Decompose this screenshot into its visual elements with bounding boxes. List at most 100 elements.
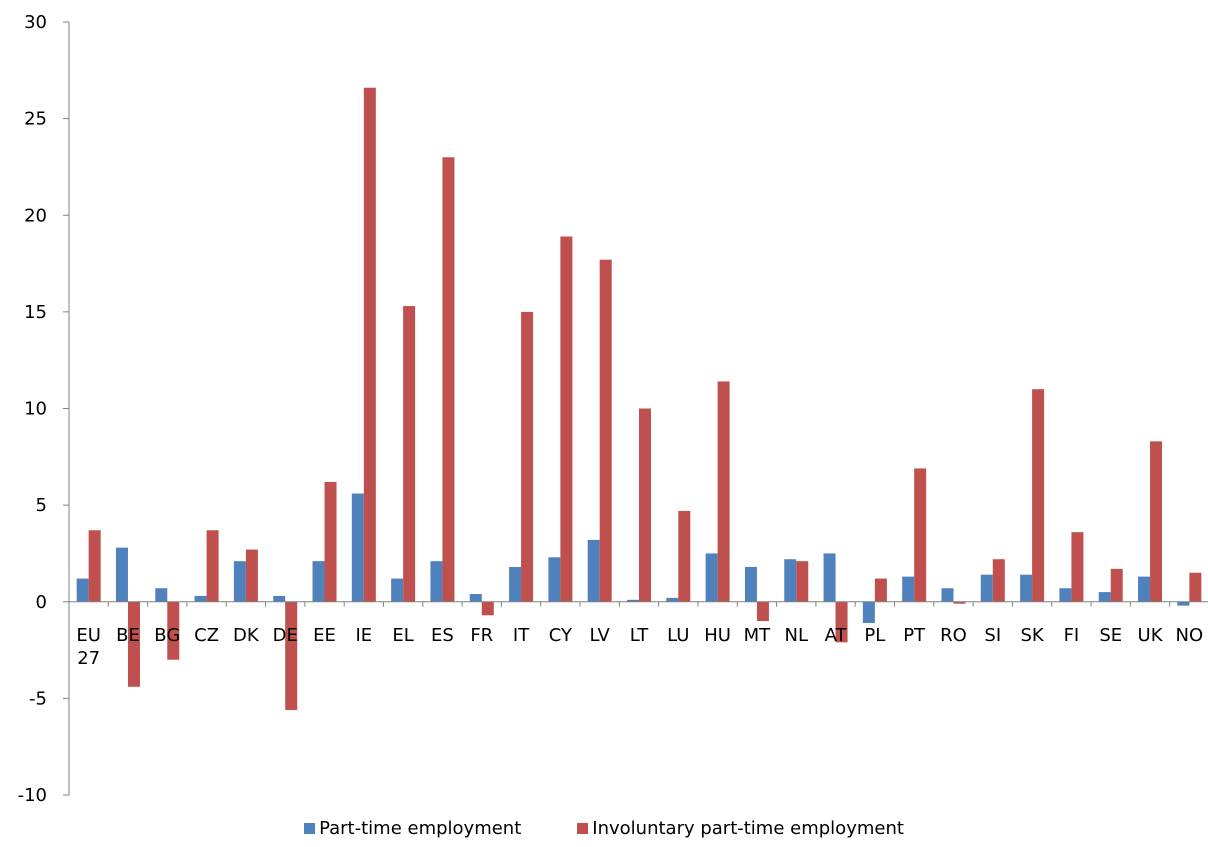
- bar-part-time: [744, 566, 757, 602]
- y-tick-label: 0: [36, 592, 47, 613]
- x-tick-label: PL: [864, 625, 885, 646]
- bar-part-time: [430, 561, 443, 602]
- bars: [76, 87, 1202, 710]
- bar-part-time: [902, 576, 915, 602]
- bar-part-time: [351, 493, 364, 602]
- x-tick-label: AT: [825, 625, 848, 646]
- x-tick-label: BE: [116, 625, 140, 646]
- bar-involuntary: [717, 381, 730, 602]
- bar-part-time: [233, 561, 246, 602]
- bar-involuntary: [1110, 568, 1123, 602]
- x-tick-label: NL: [784, 625, 808, 646]
- bar-involuntary: [521, 311, 534, 602]
- legend-swatch-part-time: [304, 823, 316, 834]
- y-axis: -10 -5 0 5 10 15 20 25 30: [18, 12, 70, 806]
- bar-involuntary: [167, 601, 180, 660]
- bar-involuntary: [88, 530, 101, 602]
- bar-part-time: [666, 597, 679, 602]
- bar-part-time: [1138, 576, 1151, 602]
- bar-part-time: [705, 553, 718, 602]
- bar-involuntary: [403, 306, 416, 602]
- bar-involuntary: [874, 578, 887, 602]
- y-tick-label: 10: [24, 399, 47, 420]
- x-tick-label: IT: [513, 625, 530, 646]
- y-tick-label: 5: [36, 495, 47, 516]
- bar-involuntary: [678, 510, 691, 602]
- x-tick-label: IE: [355, 625, 372, 646]
- bar-involuntary: [835, 601, 848, 643]
- bar-involuntary: [756, 601, 769, 622]
- legend-item-part-time: Part-time employment: [304, 818, 521, 839]
- bar-involuntary: [1150, 441, 1163, 602]
- bar-part-time: [155, 588, 168, 602]
- bar-involuntary: [1189, 572, 1202, 602]
- bar-part-time: [941, 588, 954, 602]
- x-tick-label: EE: [313, 625, 336, 646]
- bar-involuntary: [363, 87, 376, 602]
- y-tick-label: 30: [24, 12, 47, 33]
- bar-part-time: [823, 553, 836, 602]
- x-tick-label: SE: [1099, 625, 1122, 646]
- bar-part-time: [1177, 601, 1190, 606]
- y-tick-label: -10: [18, 785, 47, 806]
- x-tick-label: RO: [940, 625, 967, 646]
- bar-involuntary: [1032, 389, 1045, 602]
- bar-involuntary: [796, 561, 809, 602]
- bar-part-time: [273, 595, 286, 602]
- bar-involuntary: [599, 259, 612, 602]
- x-tick-label: UK: [1138, 625, 1164, 646]
- y-tick-label: 25: [24, 109, 47, 130]
- bar-part-time: [1098, 592, 1111, 602]
- x-tick-label: PT: [903, 625, 926, 646]
- x-tick-label: NO: [1176, 625, 1204, 646]
- bar-part-time: [1020, 574, 1033, 602]
- bar-involuntary: [481, 601, 494, 616]
- x-tick-label: HU: [704, 625, 731, 646]
- x-tick-label: LU: [667, 625, 689, 646]
- bar-part-time: [627, 599, 639, 602]
- bar-part-time: [548, 557, 561, 602]
- x-tick-label: LT: [630, 625, 650, 646]
- x-tick-label: DE: [273, 625, 298, 646]
- x-tick-label: SK: [1020, 625, 1044, 646]
- bar-involuntary: [639, 408, 651, 602]
- bar-involuntary: [324, 481, 337, 602]
- bar-involuntary: [560, 236, 573, 602]
- x-axis: EU 27 BE BG CZ DK DE EE IE EL ES FR IT CY LV LT LU HU MT NL…: [68, 601, 1208, 669]
- bar-part-time: [784, 559, 797, 602]
- bar-involuntary: [127, 601, 140, 687]
- x-tick-label: BG: [154, 625, 180, 646]
- bar-involuntary: [245, 549, 258, 602]
- bar-chart: -10 -5 0 5 10 15 20 25 30 EU 27 BE BG CZ DK DE EE IE EL ES…: [18, 12, 1208, 806]
- x-tick-label: LV: [590, 625, 611, 646]
- legend-swatch-involuntary: [577, 823, 589, 834]
- x-tick-label: CY: [549, 625, 573, 646]
- x-tick-label: SI: [984, 625, 1001, 646]
- legend-label-part-time: Part-time employment: [319, 818, 522, 839]
- bar-involuntary: [206, 530, 219, 602]
- bar-involuntary: [953, 601, 966, 604]
- bar-part-time: [469, 594, 482, 602]
- x-tick-label: DK: [233, 625, 260, 646]
- bar-part-time: [509, 566, 522, 602]
- bar-involuntary: [285, 601, 298, 710]
- y-tick-label: 20: [24, 205, 47, 226]
- bar-part-time: [115, 547, 128, 602]
- bar-part-time: [391, 578, 404, 602]
- x-tick-label: ES: [431, 625, 454, 646]
- bar-involuntary: [1071, 532, 1084, 602]
- y-tick-label: 15: [24, 302, 47, 323]
- bar-part-time: [76, 578, 89, 602]
- bar-involuntary: [442, 157, 455, 602]
- bar-part-time: [862, 601, 875, 624]
- legend-label-involuntary: Involuntary part-time employment: [592, 818, 904, 839]
- y-tick-label: -5: [29, 688, 47, 709]
- bar-part-time: [194, 595, 207, 602]
- legend-item-involuntary: Involuntary part-time employment: [577, 818, 904, 839]
- x-tick-label: MT: [744, 625, 772, 646]
- bar-part-time: [312, 561, 325, 602]
- bar-involuntary: [914, 468, 927, 602]
- x-tick-label: FR: [470, 625, 493, 646]
- legend: Part-time employment Involuntary part-ti…: [0, 818, 1208, 839]
- bar-part-time: [1059, 588, 1072, 602]
